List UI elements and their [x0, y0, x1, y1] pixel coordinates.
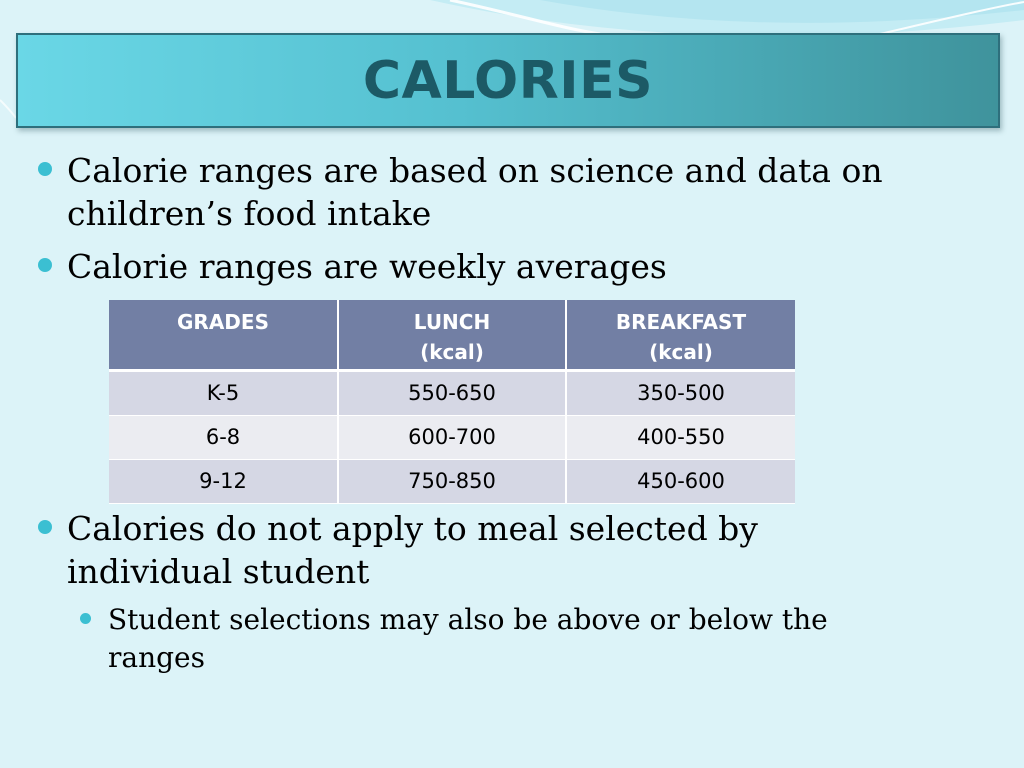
column-header-breakfast: BREAKFAST (kcal) — [566, 300, 795, 372]
bullet-item: Calorie ranges are weekly averages — [38, 245, 938, 288]
title-banner: CALORIES — [16, 33, 1000, 128]
table-cell: 350-500 — [566, 370, 795, 416]
calorie-table: GRADES LUNCH (kcal) BREAKFAST (kcal) K-5… — [109, 300, 795, 504]
table-cell: 400-550 — [566, 415, 795, 460]
header-line: GRADES — [177, 310, 269, 334]
table-row: 9-12 750-850 450-600 — [109, 459, 795, 504]
bullet-text: Calories do not apply to meal selected b… — [67, 509, 758, 591]
bullet-text: Calorie ranges are based on science and … — [67, 151, 883, 233]
wave-decoration — [0, 0, 1024, 119]
table-cell: 750-850 — [338, 459, 567, 504]
bullet-item: Calorie ranges are based on science and … — [38, 149, 938, 235]
bullet-dot-icon — [38, 258, 52, 272]
column-header-lunch: LUNCH (kcal) — [338, 300, 567, 372]
column-header-grades: GRADES — [109, 300, 339, 372]
bullet-item: Calories do not apply to meal selected b… — [38, 507, 798, 593]
table-cell: K-5 — [109, 370, 339, 416]
bullet-dot-icon — [38, 162, 52, 176]
slide-title: CALORIES — [362, 50, 654, 111]
bullet-dot-icon — [38, 520, 52, 534]
table-cell: 6-8 — [109, 415, 339, 460]
bullet-text: Calorie ranges are weekly averages — [67, 247, 667, 286]
table-cell: 450-600 — [566, 459, 795, 504]
header-unit: (kcal) — [649, 340, 713, 364]
sub-bullet-item: Student selections may also be above or … — [80, 601, 870, 677]
table-cell: 9-12 — [109, 459, 339, 504]
header-line: BREAKFAST — [615, 310, 747, 334]
table-cell: 550-650 — [338, 370, 567, 416]
sub-bullet-dot-icon — [80, 613, 91, 624]
table-row: 6-8 600-700 400-550 — [109, 415, 795, 460]
table-header-row: GRADES LUNCH (kcal) BREAKFAST (kcal) — [109, 300, 795, 372]
table-cell: 600-700 — [338, 415, 567, 460]
header-unit: (kcal) — [420, 340, 484, 364]
table-row: K-5 550-650 350-500 — [109, 370, 795, 416]
header-line: LUNCH — [413, 310, 491, 334]
sub-bullet-text: Student selections may also be above or … — [108, 603, 828, 674]
